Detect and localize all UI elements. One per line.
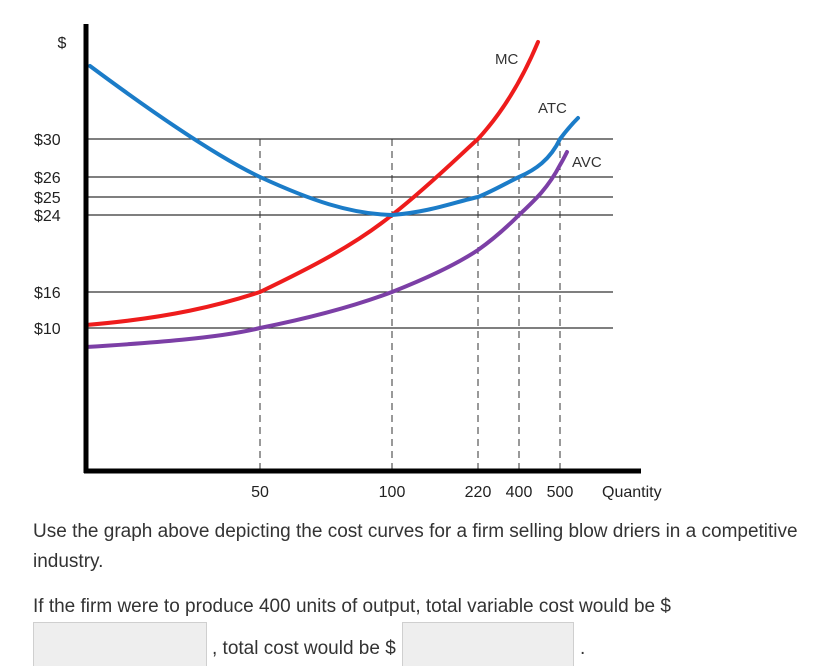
atc-label: ATC bbox=[538, 100, 567, 117]
y-tick-10: $10 bbox=[34, 321, 61, 338]
x-tick-labels: 50 100 220 400 500 bbox=[251, 484, 573, 501]
mc-label: MC bbox=[495, 51, 518, 68]
horizontal-gridlines bbox=[86, 138, 613, 329]
y-axis-label: $ bbox=[58, 35, 67, 52]
curve-labels: MC ATC AVC bbox=[495, 51, 602, 171]
question-intro: Use the graph above depicting the cost c… bbox=[33, 521, 798, 572]
y-tick-30: $30 bbox=[34, 132, 61, 149]
x-tick-220: 220 bbox=[465, 484, 492, 501]
total-cost-input[interactable] bbox=[402, 622, 574, 666]
x-tick-100: 100 bbox=[379, 484, 406, 501]
cost-curves-chart: $ Quantity $30 $26 $25$24 $16 $10 50 100 220 40… bbox=[34, 24, 662, 501]
y-tick-25: $25 bbox=[34, 190, 61, 207]
x-tick-50: 50 bbox=[251, 484, 269, 501]
avc-label: AVC bbox=[572, 154, 602, 171]
question-prompt: If the firm were to produce 400 units of… bbox=[33, 596, 671, 617]
y-tick-26: $26 bbox=[34, 170, 61, 187]
y-tick-labels: $30 $26 $25$24 $16 $10 bbox=[34, 132, 61, 338]
x-tick-400: 400 bbox=[506, 484, 533, 501]
cost-curves bbox=[84, 40, 580, 349]
avc-curve bbox=[84, 150, 569, 349]
y-tick-16: $16 bbox=[34, 285, 61, 302]
mc-curve bbox=[84, 40, 540, 327]
x-axis-label: Quantity bbox=[602, 484, 662, 501]
vertical-gridlines bbox=[259, 139, 561, 471]
y-tick-24: $24 bbox=[34, 208, 61, 225]
sentence-end: . bbox=[580, 638, 586, 659]
atc-curve bbox=[88, 64, 580, 218]
total-variable-cost-input[interactable] bbox=[33, 622, 207, 666]
total-cost-text: , total cost would be $ bbox=[212, 638, 396, 659]
x-tick-500: 500 bbox=[547, 484, 574, 501]
